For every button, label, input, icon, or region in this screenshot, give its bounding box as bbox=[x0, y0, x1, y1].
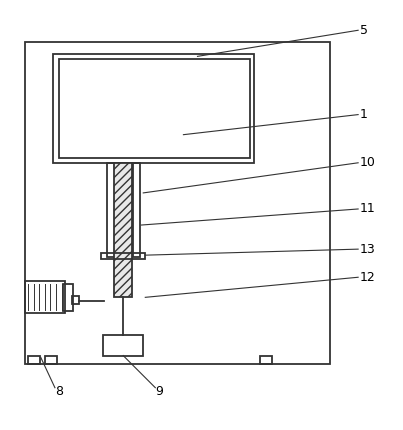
Bar bbox=[260, 356, 272, 364]
Text: 11: 11 bbox=[360, 203, 376, 215]
Bar bbox=[28, 356, 40, 364]
Text: 5: 5 bbox=[360, 24, 368, 37]
Bar bbox=[72, 296, 79, 304]
Text: 1: 1 bbox=[360, 108, 368, 121]
Bar bbox=[107, 163, 115, 257]
Text: 10: 10 bbox=[360, 156, 376, 169]
Bar bbox=[45, 356, 57, 364]
Bar bbox=[103, 335, 143, 356]
Bar bbox=[114, 163, 133, 297]
Bar bbox=[53, 54, 254, 163]
Bar bbox=[25, 281, 65, 313]
Bar bbox=[63, 285, 73, 310]
Text: 12: 12 bbox=[360, 271, 376, 284]
Bar bbox=[25, 42, 330, 364]
Bar bbox=[101, 253, 145, 259]
Bar bbox=[59, 59, 250, 158]
Bar bbox=[133, 163, 141, 257]
Text: 8: 8 bbox=[55, 385, 63, 398]
Text: 13: 13 bbox=[360, 243, 376, 256]
Text: 9: 9 bbox=[155, 385, 163, 398]
